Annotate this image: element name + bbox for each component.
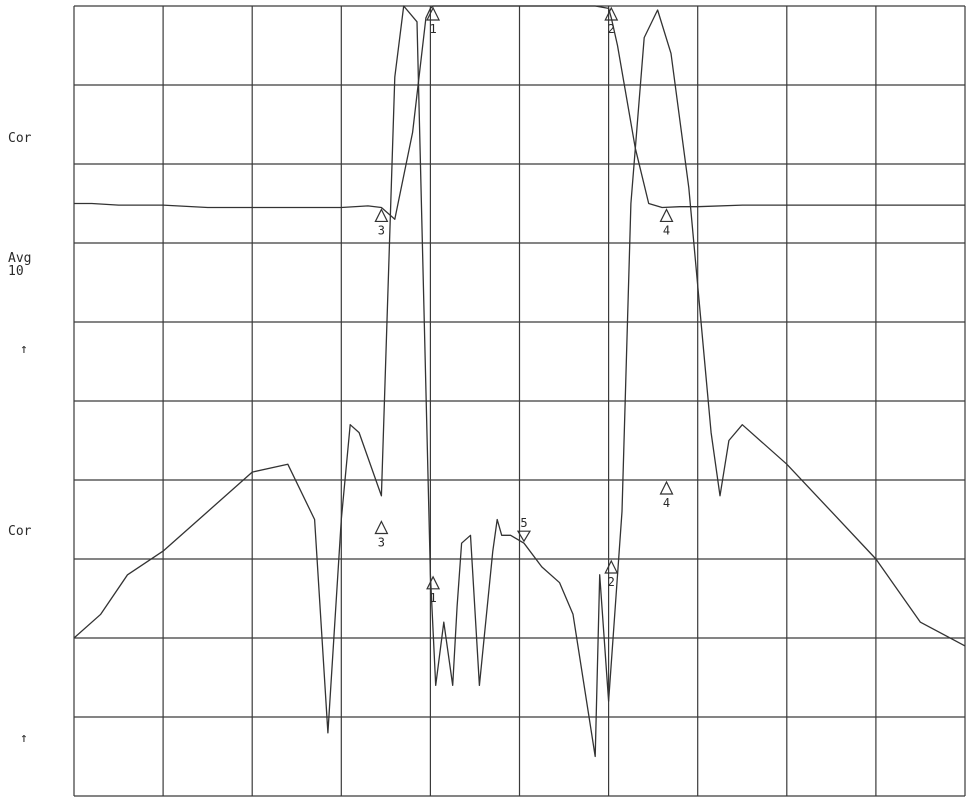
reference-arrow-upper-icon: ↑ xyxy=(20,342,28,357)
marker-triangle-icon xyxy=(374,520,389,535)
marker-triangle-icon xyxy=(604,6,619,21)
marker-triangle-icon xyxy=(604,559,619,574)
channel-lower-correction-label: Cor xyxy=(8,524,32,539)
marker-3-reflection: 3 xyxy=(374,520,389,550)
marker-triangle-icon xyxy=(426,6,441,21)
marker-2-transmission: 2 xyxy=(604,6,619,36)
traces xyxy=(73,5,966,758)
marker-3-transmission: 3 xyxy=(374,208,389,237)
marker-1-reflection: 1 xyxy=(426,575,441,605)
marker-triangle-icon xyxy=(659,208,674,223)
marker-triangle-icon xyxy=(659,480,674,495)
marker-4-transmission: 4 xyxy=(659,208,674,237)
marker-1-transmission: 1 xyxy=(426,6,441,36)
marker-number: 3 xyxy=(378,223,385,237)
marker-number: 4 xyxy=(663,223,670,237)
marker-triangle-icon xyxy=(516,530,532,543)
marker-triangle-icon xyxy=(426,575,441,590)
transmission-trace xyxy=(74,5,965,220)
reference-arrow-lower-icon: ↑ xyxy=(20,731,28,746)
channel-upper-correction-label: Cor xyxy=(8,131,32,146)
marker-number: 1 xyxy=(429,591,436,605)
marker-2-reflection: 2 xyxy=(604,559,619,589)
marker-number: 4 xyxy=(663,496,670,510)
reflection-trace xyxy=(73,5,966,758)
marker-number: 5 xyxy=(520,516,527,530)
marker-number: 1 xyxy=(429,22,436,36)
graticule xyxy=(73,5,966,797)
marker-triangle-icon xyxy=(374,208,389,223)
marker-number: 2 xyxy=(608,575,615,589)
markers: 1 2 3 4 1 2 3 4 5 xyxy=(374,6,674,605)
marker-4-reflection: 4 xyxy=(659,480,674,510)
marker-number: 2 xyxy=(608,22,615,36)
marker-5-reflection: 5 xyxy=(516,516,532,543)
averaging-label: Avg 10 xyxy=(8,251,32,279)
marker-number: 3 xyxy=(378,536,385,550)
